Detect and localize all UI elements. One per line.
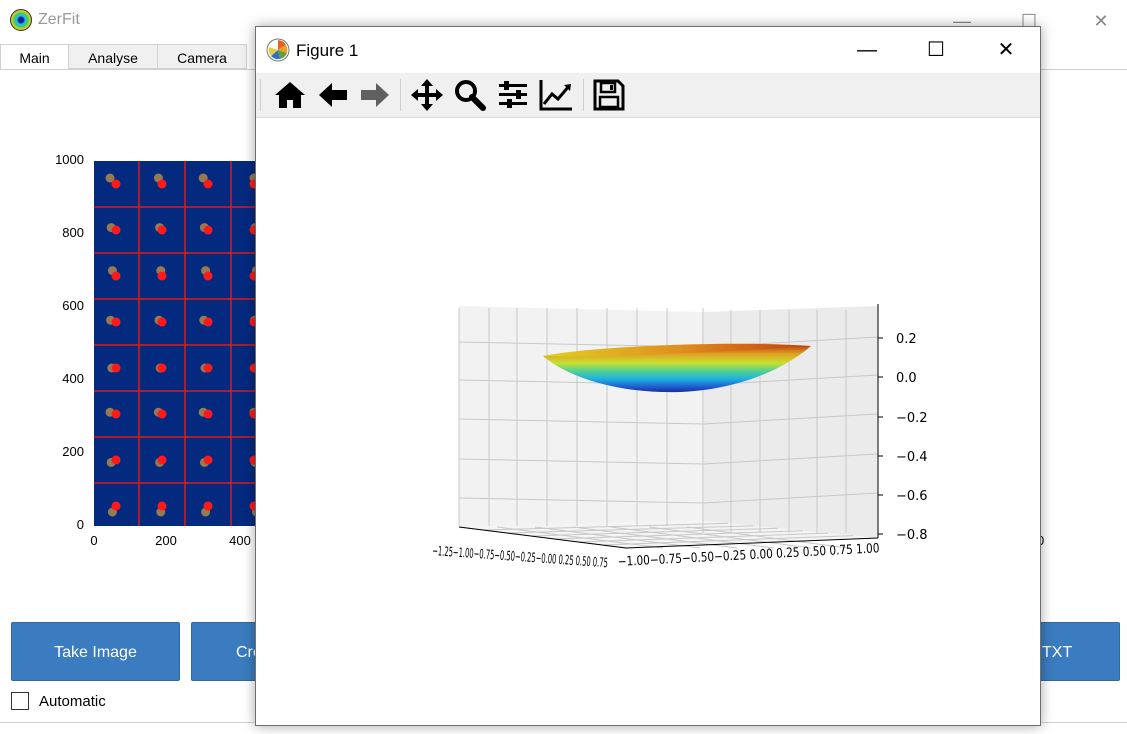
- grid-line: [458, 458, 704, 465]
- tab-analyse[interactable]: Analyse: [68, 44, 158, 69]
- measured-spot: [111, 455, 121, 465]
- measured-spot: [203, 409, 213, 419]
- measured-spot: [157, 501, 167, 511]
- figure-toolbar: [256, 73, 1040, 118]
- spot-grid-svg: [94, 161, 264, 526]
- surface-rim: [543, 343, 811, 357]
- z-tick-label: 0.2: [896, 332, 917, 347]
- pan-icon[interactable]: [409, 77, 445, 113]
- back-arrow-icon[interactable]: [315, 77, 351, 113]
- measured-spot: [111, 179, 121, 189]
- grid-line: [702, 453, 879, 465]
- grid-line: [482, 522, 729, 531]
- grid-line: [702, 492, 879, 504]
- measured-spot: [203, 179, 213, 189]
- measured-spot: [203, 317, 213, 327]
- figure-window: Figure 1 — ☐ ✕: [255, 26, 1041, 726]
- grid-line: [458, 418, 704, 425]
- measured-spot: [157, 363, 167, 373]
- zerfit-logo-icon: [10, 9, 32, 31]
- z-tick-label: −0.2: [896, 411, 928, 426]
- x-tick-labels: −1.25−1.00−0.75−0.50−0.25−0.00 0.25 0.50…: [432, 544, 609, 571]
- measured-spot: [111, 225, 121, 235]
- grid-line: [530, 527, 779, 537]
- y-axis-line: [625, 537, 879, 549]
- matplotlib-logo-icon: [266, 38, 290, 62]
- measured-spot: [203, 271, 213, 281]
- surface-body: [543, 345, 811, 393]
- figure-titlebar: Figure 1 — ☐ ✕: [256, 27, 1040, 73]
- measured-spot: [157, 455, 167, 465]
- y-tick-label: 600: [62, 298, 84, 313]
- measured-spot: [157, 317, 167, 327]
- measured-spot: [111, 271, 121, 281]
- measured-spot: [203, 455, 213, 465]
- maximize-icon[interactable]: ☐: [927, 39, 945, 61]
- automatic-label: Automatic: [39, 693, 106, 710]
- surface-plot-3d: 0.2 0.0 −0.2 −0.4 −0.6 −0.8 −1.25−1.00−0.75−0.…: [432, 304, 928, 571]
- zoom-icon[interactable]: [452, 77, 488, 113]
- measured-spot: [111, 409, 121, 419]
- measured-spot: [203, 363, 213, 373]
- edit-axis-icon[interactable]: [538, 77, 574, 113]
- y-tick-label: 1000: [55, 152, 84, 167]
- forward-arrow-icon[interactable]: [357, 77, 393, 113]
- configure-subplots-icon[interactable]: [495, 77, 531, 113]
- grid-line: [702, 413, 879, 425]
- y-tick-label: 800: [62, 225, 84, 240]
- toolbar-grip: [260, 79, 261, 111]
- grid-line: [578, 532, 829, 543]
- measured-spot: [111, 317, 121, 327]
- y-tick-label: 200: [62, 444, 84, 459]
- close-icon[interactable]: ✕: [1093, 11, 1109, 31]
- close-icon[interactable]: ✕: [997, 39, 1015, 61]
- minimize-icon[interactable]: —: [857, 39, 877, 61]
- grid-line: [534, 526, 701, 549]
- grid-line: [506, 525, 754, 534]
- save-txt-button[interactable]: TXT: [1040, 622, 1120, 681]
- grid-line: [554, 530, 804, 540]
- measured-spot: [203, 225, 213, 235]
- z-tick-label: −0.8: [896, 528, 928, 543]
- y-tick-label: 400: [62, 371, 84, 386]
- z-tick-label: −0.6: [896, 489, 928, 504]
- reference-spot: [198, 173, 208, 183]
- automatic-checkbox[interactable]: [11, 692, 29, 710]
- measured-spot: [111, 501, 121, 511]
- figure-canvas: 0.2 0.0 −0.2 −0.4 −0.6 −0.8 −1.25−1.00−0.75−0.…: [256, 118, 1040, 725]
- home-icon[interactable]: [272, 77, 308, 113]
- grid-line: [458, 497, 704, 504]
- spot-plot-area: [94, 161, 264, 526]
- grid-line: [496, 526, 664, 549]
- measured-spot: [203, 501, 213, 511]
- z-tick-label: −0.4: [896, 450, 928, 465]
- app-titlebar: ZerFit — ☐ ✕: [0, 0, 1127, 42]
- measured-spot: [157, 225, 167, 235]
- app-title: ZerFit: [38, 11, 80, 28]
- measured-spot: [157, 409, 167, 419]
- save-icon[interactable]: [591, 77, 627, 113]
- x-tick-label: 0: [90, 533, 98, 548]
- figure-title: Figure 1: [296, 41, 359, 60]
- x-axis-line: [458, 526, 627, 549]
- measured-spot: [111, 363, 121, 373]
- y-tick-label: 0: [76, 517, 84, 532]
- take-image-button[interactable]: Take Image: [11, 622, 180, 681]
- tab-main[interactable]: Main: [0, 44, 69, 71]
- grid-line: [602, 535, 854, 546]
- x-tick-label: 200: [155, 533, 177, 548]
- toolbar-separator: [583, 79, 584, 111]
- reference-spot: [105, 173, 115, 183]
- measured-spot: [157, 271, 167, 281]
- back-pane-left: [459, 306, 703, 527]
- tab-camera[interactable]: Camera: [157, 44, 247, 69]
- grid-line: [648, 526, 812, 549]
- z-tick-label: 0.0: [896, 371, 917, 386]
- measured-spot: [157, 179, 167, 189]
- create-button[interactable]: Cre: [191, 622, 262, 681]
- toolbar-separator: [400, 79, 401, 111]
- x-tick-label: 400: [229, 533, 251, 548]
